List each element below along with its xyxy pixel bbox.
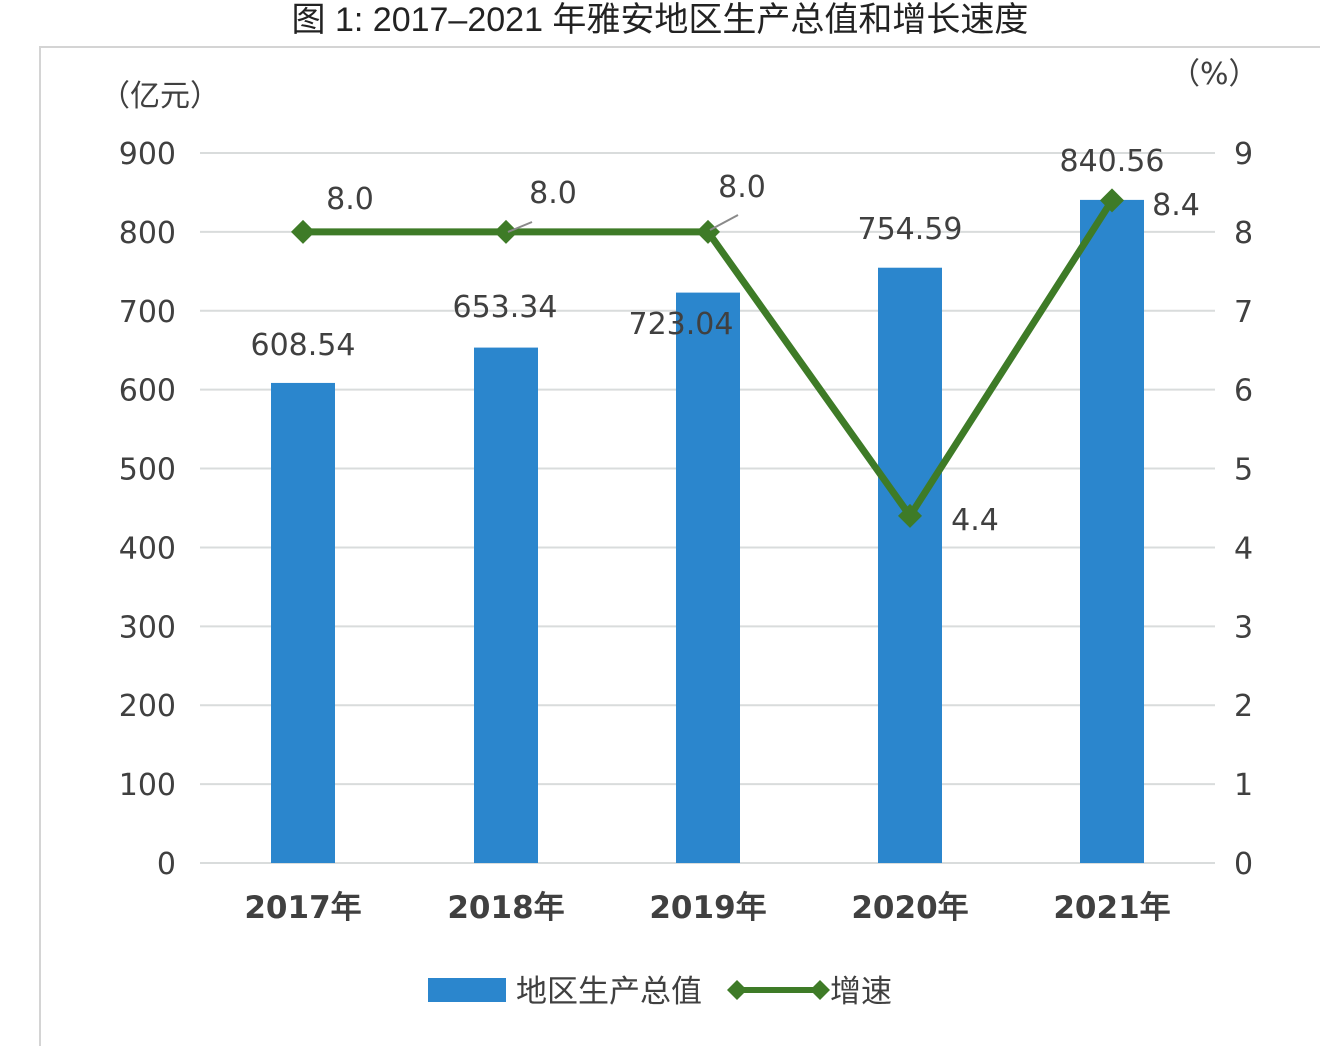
left-tick-label: 500 (119, 453, 176, 488)
right-tick-label: 9 (1234, 137, 1253, 172)
legend: 地区生产总值 增速 (428, 974, 892, 1010)
right-axis-unit: （%） (1170, 57, 1259, 92)
x-tick-label: 2020年 (851, 890, 968, 926)
diamond-marker-icon (494, 219, 518, 244)
bar-series: 608.54 653.34 723.04 754.59 840.56 (251, 144, 1165, 864)
left-tick-label: 700 (119, 295, 176, 330)
line-data-label: 8.0 (529, 176, 577, 211)
diamond-marker-icon (696, 219, 720, 244)
left-axis-unit: （亿元） (100, 79, 220, 114)
legend-diamond-icon (810, 980, 830, 1000)
diamond-marker-icon (291, 219, 315, 244)
right-axis-ticks: 0 1 2 3 4 5 6 7 8 9 (1234, 137, 1253, 882)
legend-bar-swatch (428, 978, 506, 1002)
diamond-marker-icon (898, 503, 922, 528)
left-tick-label: 200 (119, 689, 176, 724)
bar-data-label: 608.54 (251, 328, 356, 363)
bar (676, 292, 740, 863)
right-tick-label: 6 (1234, 374, 1253, 409)
x-tick-label: 2021年 (1053, 890, 1170, 926)
line-data-label: 8.0 (326, 182, 374, 217)
right-tick-label: 3 (1234, 610, 1253, 645)
right-tick-label: 0 (1234, 847, 1253, 882)
left-tick-label: 0 (157, 847, 176, 882)
x-axis-labels: 2017年 2018年 2019年 2020年 2021年 (244, 890, 1170, 926)
line-data-label: 8.4 (1152, 188, 1200, 223)
chart-title: 图 1: 2017–2021 年雅安地区生产总值和增长速度 (291, 1, 1029, 39)
right-tick-label: 2 (1234, 689, 1253, 724)
line-data-label: 4.4 (951, 503, 999, 538)
bar-data-label: 723.04 (629, 307, 734, 342)
legend-line-label: 增速 (830, 974, 892, 1010)
bar (1080, 199, 1144, 864)
chart-frame (39, 46, 1320, 1046)
left-tick-label: 900 (119, 137, 176, 172)
diamond-marker-icon (1100, 188, 1124, 213)
x-tick-label: 2018年 (447, 890, 564, 926)
line-data-label: 8.0 (718, 170, 766, 205)
bar (271, 382, 335, 863)
x-tick-label: 2017年 (244, 890, 361, 926)
left-tick-label: 600 (119, 374, 176, 409)
left-axis-ticks: 0 100 200 300 400 500 600 700 800 900 (119, 137, 176, 882)
leader-line (507, 221, 533, 233)
left-tick-label: 300 (119, 610, 176, 645)
bar (474, 347, 538, 863)
line-series: 8.0 8.0 8.0 4.4 8.4 (291, 170, 1200, 538)
right-tick-label: 4 (1234, 531, 1253, 566)
bar-data-label: 653.34 (453, 290, 558, 325)
legend-bar-label: 地区生产总值 (516, 974, 702, 1010)
x-tick-label: 2019年 (649, 890, 766, 926)
legend-diamond-icon (727, 980, 747, 1000)
bar-data-label: 840.56 (1060, 144, 1165, 179)
left-tick-label: 400 (119, 531, 176, 566)
right-tick-label: 8 (1234, 216, 1253, 251)
chart-area: （亿元） （%） 0 100 200 300 400 500 600 700 800 900 0 1… (100, 57, 1259, 1010)
leader-line (709, 214, 739, 231)
left-tick-label: 800 (119, 216, 176, 251)
right-tick-label: 7 (1234, 295, 1253, 330)
left-tick-label: 100 (119, 768, 176, 803)
bar (878, 267, 942, 863)
right-tick-label: 5 (1234, 453, 1253, 488)
right-tick-label: 1 (1234, 768, 1253, 803)
bar-data-label: 754.59 (858, 212, 963, 247)
